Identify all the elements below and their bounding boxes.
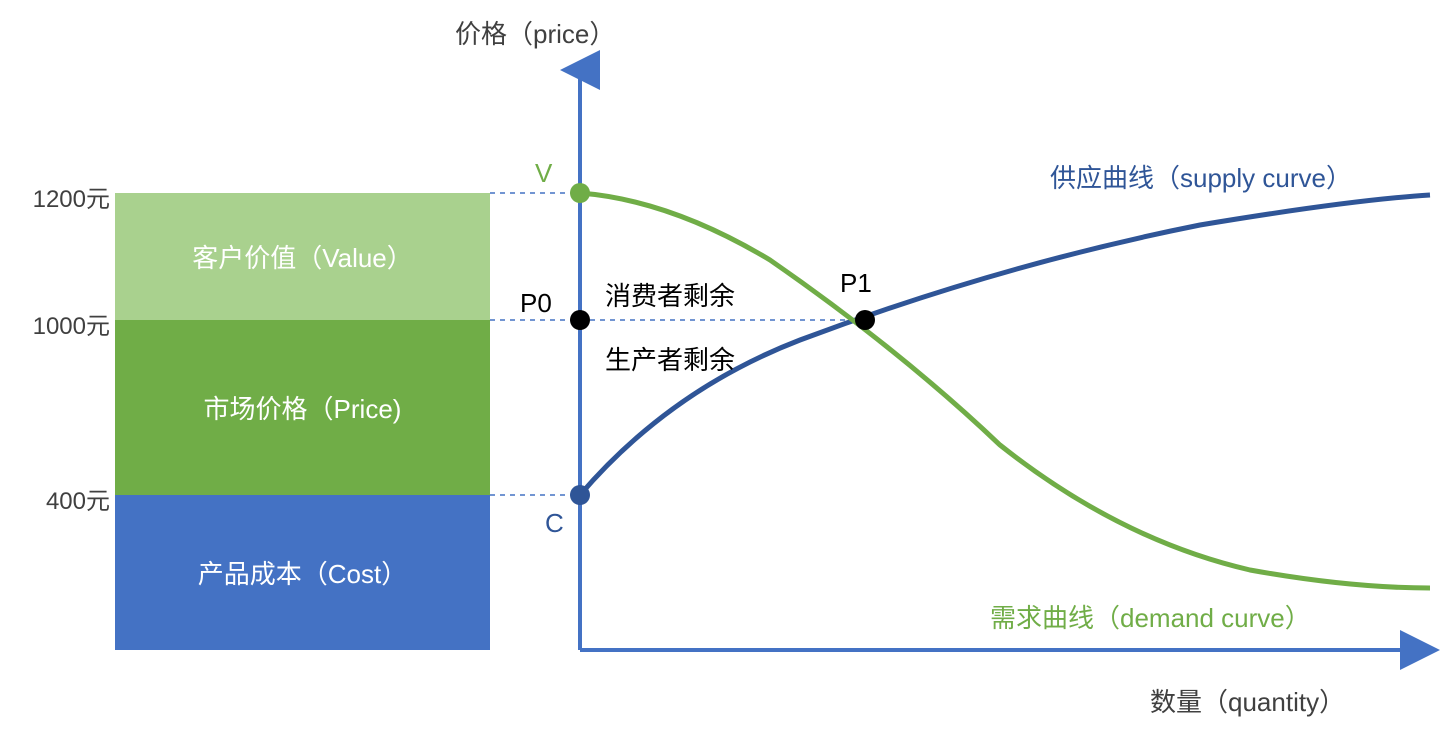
producer-surplus-label: 生产者剩余 <box>605 340 735 377</box>
point-c <box>570 485 590 505</box>
point-label-v: V <box>535 158 552 189</box>
chart-container: 客户价值（Value） 市场价格（Price) 产品成本（Cost） 1200元… <box>0 0 1452 736</box>
point-label-p0: P0 <box>520 288 552 319</box>
consumer-surplus-label: 消费者剩余 <box>605 276 735 313</box>
point-v <box>570 183 590 203</box>
y-axis-label: 价格（price） <box>455 14 615 51</box>
x-axis-label: 数量（quantity） <box>1150 682 1345 719</box>
point-label-c: C <box>545 508 564 539</box>
supply-curve-label: 供应曲线（supply curve） <box>1050 158 1352 195</box>
point-p0 <box>570 310 590 330</box>
point-p1 <box>855 310 875 330</box>
demand-curve-label: 需求曲线（demand curve） <box>990 598 1311 635</box>
point-label-p1: P1 <box>840 268 872 299</box>
demand-curve <box>580 193 1430 588</box>
